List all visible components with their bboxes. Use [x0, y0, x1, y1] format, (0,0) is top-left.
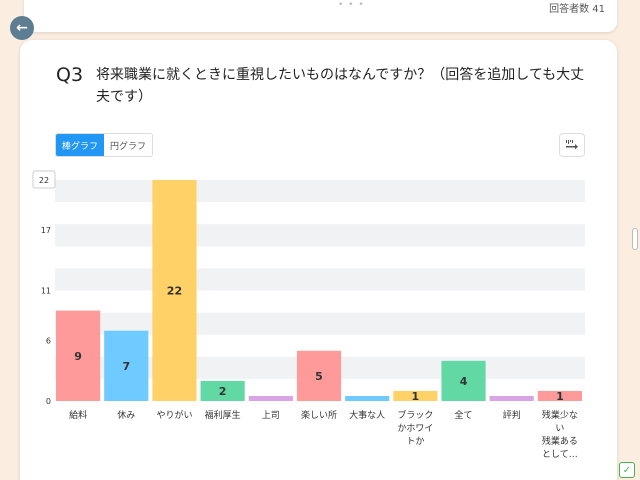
data-label: 7: [122, 360, 130, 373]
bar: [296, 350, 342, 401]
data-label: 1: [556, 390, 564, 403]
category-label: やりがい: [156, 409, 192, 421]
check-icon[interactable]: ✓: [619, 462, 635, 478]
question-title: 将来職業に就くときに重視したいものはなんですか？（回答を追加しても大丈夫です）: [96, 67, 585, 105]
category-label: 大事な人: [349, 409, 385, 421]
category-label: かホワイ: [397, 423, 433, 434]
bar: [441, 360, 486, 401]
bar: [489, 396, 534, 401]
y-tick-label: 17: [41, 226, 51, 235]
arrow-left-icon: ←: [16, 20, 28, 36]
category-label: 評判: [503, 409, 521, 421]
bar: [393, 390, 438, 401]
y-max-box: [32, 170, 56, 189]
data-label: 22: [167, 285, 182, 298]
category-label: 楽しい所: [301, 409, 337, 421]
pie-chart-tab[interactable]: 円グラフ: [104, 134, 153, 156]
y-tick-label: 0: [46, 397, 51, 406]
bar: [537, 390, 582, 401]
side-drawer-handle[interactable]: [632, 228, 638, 250]
category-label: 全て: [455, 409, 473, 421]
bar: [152, 180, 197, 401]
category-label: い: [555, 424, 564, 434]
bar: [200, 380, 245, 401]
grid-band: [55, 224, 585, 247]
data-label: 1: [412, 390, 420, 403]
back-button[interactable]: ←: [10, 16, 34, 40]
grid-band: [55, 180, 585, 203]
data-label: 2: [219, 385, 227, 398]
category-label: ブラック: [397, 409, 433, 421]
bar: [56, 310, 101, 401]
category-label: 給料: [69, 409, 87, 421]
category-label: トか: [406, 436, 424, 447]
sort-icon: [566, 140, 578, 150]
bar-chart-tab[interactable]: 棒グラフ: [56, 134, 105, 156]
previous-question-card: • • • 回答者数 41: [24, 0, 617, 32]
category-label: 上司: [262, 410, 280, 421]
respondent-count: 回答者数 41: [549, 4, 605, 15]
chart-type-toggle: 棒グラフ 円グラフ: [55, 133, 154, 157]
question-number: Q3: [56, 64, 84, 86]
card-dots: • • •: [338, 0, 365, 10]
category-label: 福利厚生: [205, 409, 241, 421]
y-tick-label: 6: [46, 337, 51, 346]
bar: [345, 396, 390, 401]
data-label: 5: [315, 370, 323, 383]
bar: [104, 330, 149, 401]
category-label: 残業少な: [542, 409, 578, 421]
bar: [248, 396, 293, 401]
sort-button[interactable]: [559, 133, 585, 157]
category-label: 休み: [117, 409, 135, 421]
y-tick-label: 11: [41, 287, 51, 296]
data-label: 4: [460, 375, 468, 388]
data-label: 9: [74, 350, 82, 363]
category-label: 残業ある: [542, 435, 578, 447]
category-label: として…: [542, 449, 578, 460]
y-max-label: 22: [39, 176, 49, 185]
grid-band: [55, 268, 585, 291]
question-card: Q3 将来職業に就くときに重視したいものはなんですか？（回答を追加しても大丈夫で…: [20, 40, 617, 480]
